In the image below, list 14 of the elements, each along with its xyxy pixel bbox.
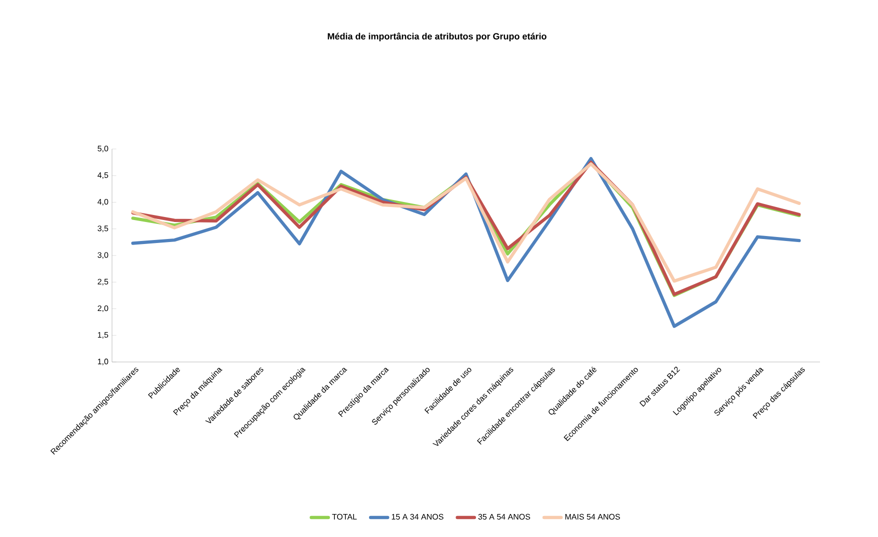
y-tick-label: 4,0 xyxy=(98,198,108,206)
legend-label: MAIS 54 ANOS xyxy=(565,514,620,520)
legend-label: 15 A 34 ANOS xyxy=(392,514,444,520)
y-tick-label: 3,0 xyxy=(98,252,108,259)
legend-label: 35 A 54 ANOS xyxy=(478,514,530,520)
y-tick-label: 1,5 xyxy=(98,332,108,339)
y-tick-label: 2,0 xyxy=(98,305,108,312)
y-tick-label: 3,5 xyxy=(98,226,108,232)
chart-title: Média de importância de atributos por Grupo etário xyxy=(328,32,546,42)
y-tick-label: 4,5 xyxy=(98,172,108,179)
legend-label: TOTAL xyxy=(332,514,357,520)
y-tick-label: 2,5 xyxy=(98,278,108,286)
y-tick-label: 5,0 xyxy=(98,146,108,152)
y-tick-label: 1,0 xyxy=(98,358,108,366)
